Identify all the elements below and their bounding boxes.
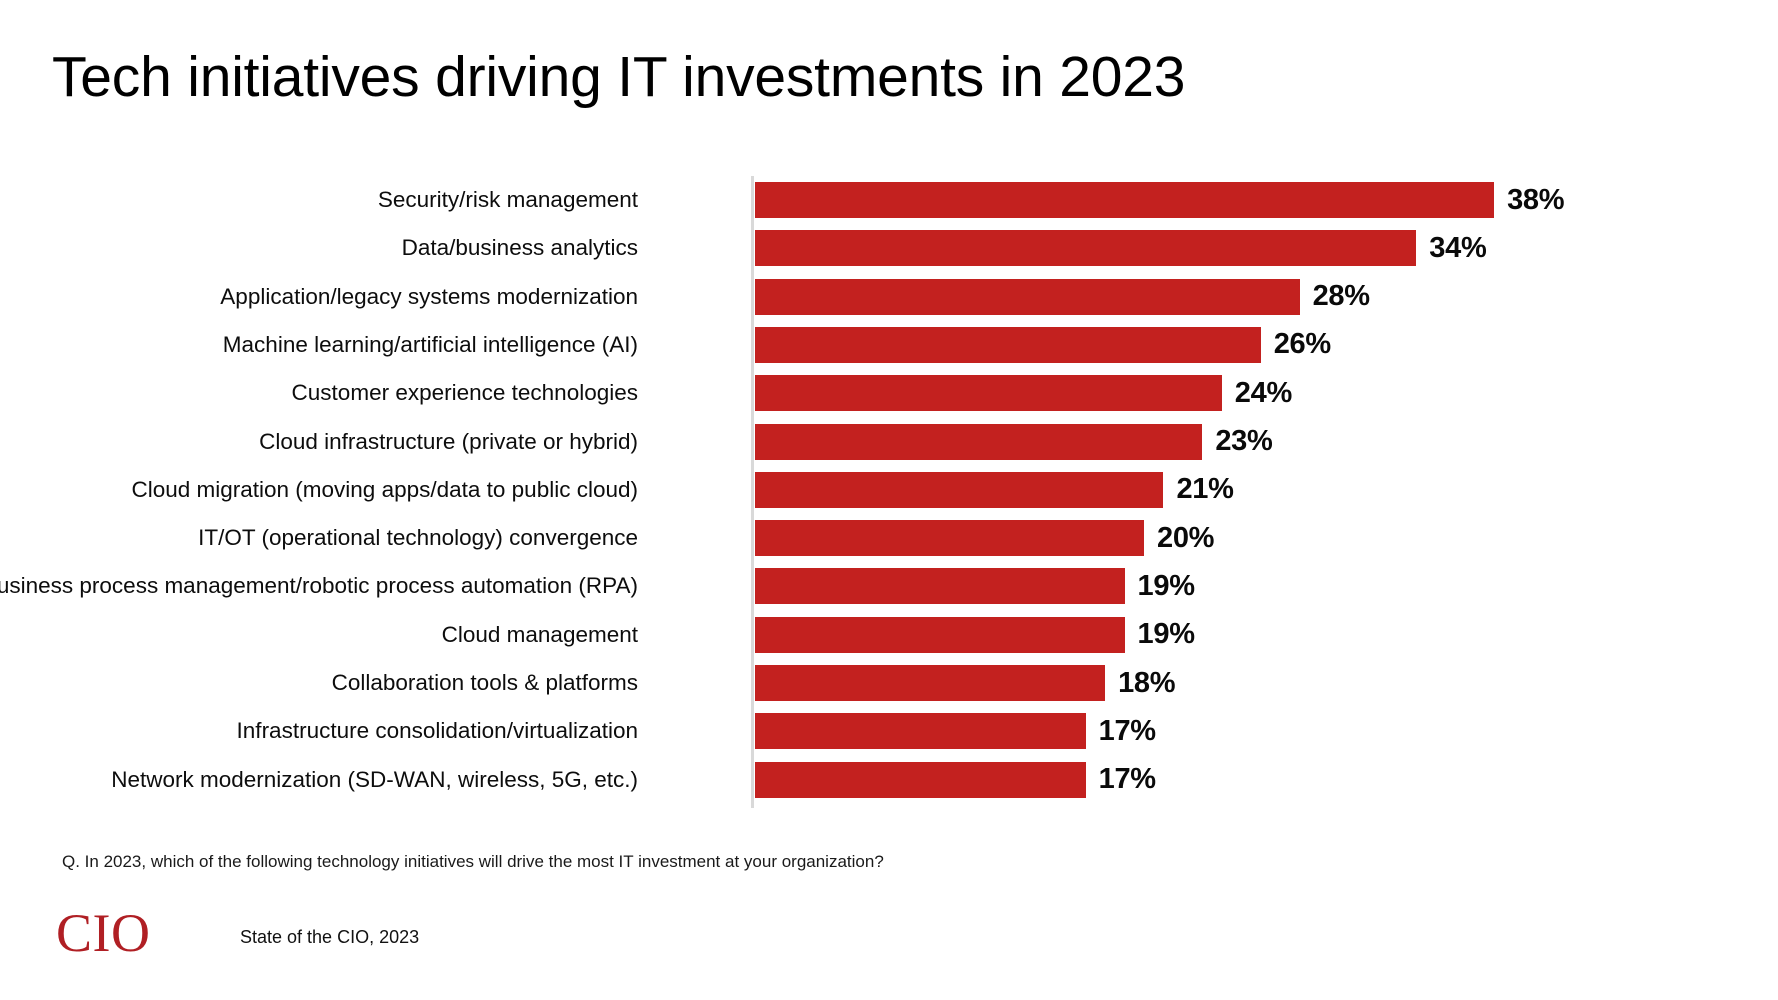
bar-track: 26%	[755, 326, 1331, 363]
bar-track: 17%	[755, 713, 1156, 750]
bar-value-label: 19%	[1137, 618, 1195, 651]
bar-value-label: 38%	[1507, 183, 1565, 216]
bar-track: 38%	[755, 182, 1565, 218]
category-label: Network modernization (SD-WAN, wireless,…	[111, 766, 638, 792]
bar-track: 23%	[755, 423, 1273, 460]
bar-track: 34%	[755, 230, 1487, 267]
bar-row: Security/risk management 38%	[0, 176, 1778, 224]
bar-row: Business process management/robotic proc…	[0, 562, 1778, 610]
bar-value-label: 23%	[1215, 425, 1273, 457]
category-label: Cloud infrastructure (private or hybrid)	[259, 428, 638, 454]
bar-value-label: 34%	[1429, 231, 1487, 264]
bar	[755, 520, 1144, 557]
bar	[755, 375, 1222, 412]
category-label: Cloud management	[441, 621, 638, 647]
category-label: Business process management/robotic proc…	[0, 573, 638, 599]
bar-value-label: 17%	[1098, 714, 1156, 747]
bar-value-label: 17%	[1098, 763, 1156, 796]
bar	[755, 713, 1086, 750]
bar	[755, 568, 1125, 605]
category-label: Machine learning/artificial intelligence…	[222, 331, 638, 357]
survey-question-note: Q. In 2023, which of the following techn…	[62, 852, 884, 871]
category-label: Infrastructure consolidation/virtualizat…	[236, 718, 638, 744]
bar-value-label: 24%	[1234, 376, 1292, 409]
bar-row: Collaboration tools & platforms 18%	[0, 659, 1778, 707]
cio-logo: CIO	[56, 903, 151, 963]
category-label: IT/OT (operational technology) convergen…	[198, 525, 638, 551]
bar-row: IT/OT (operational technology) convergen…	[0, 514, 1778, 562]
bar	[755, 471, 1164, 508]
bar-row: Network modernization (SD-WAN, wireless,…	[0, 756, 1778, 804]
bar-value-label: 21%	[1176, 473, 1234, 506]
category-label: Customer experience technologies	[291, 380, 638, 406]
page-title: Tech initiatives driving IT investments …	[52, 45, 1186, 109]
category-axis-line	[751, 176, 754, 808]
category-label: Collaboration tools & platforms	[331, 670, 638, 695]
bar-row: Application/legacy systems modernization…	[0, 273, 1778, 321]
bar-track: 19%	[755, 616, 1195, 653]
bar-track: 21%	[755, 471, 1234, 508]
bar-track: 17%	[755, 761, 1156, 798]
bar	[755, 182, 1495, 218]
source-label: State of the CIO, 2023	[240, 927, 420, 947]
bar	[755, 326, 1261, 363]
bar-track: 18%	[755, 665, 1176, 701]
bar	[755, 230, 1417, 267]
bar-value-label: 18%	[1118, 666, 1176, 699]
bar	[755, 423, 1203, 460]
bar-value-label: 26%	[1273, 328, 1331, 361]
category-label: Cloud migration (moving apps/data to pub…	[131, 476, 638, 502]
bar-value-label: 28%	[1312, 280, 1370, 313]
bar	[755, 616, 1125, 653]
bar-row: Cloud migration (moving apps/data to pub…	[0, 466, 1778, 514]
bar	[755, 278, 1300, 315]
bar-row: Customer experience technologies 24%	[0, 369, 1778, 417]
bar	[755, 665, 1106, 701]
horizontal-bar-chart: Security/risk management 38% Data/business…	[0, 170, 1778, 810]
bar-row: Cloud management 19%	[0, 611, 1778, 659]
category-label: Data/business analytics	[401, 235, 638, 261]
bar-row: Cloud infrastructure (private or hybrid)…	[0, 418, 1778, 466]
bar-value-label: 19%	[1137, 569, 1195, 602]
bar-row: Machine learning/artificial intelligence…	[0, 321, 1778, 369]
bar-value-label: 20%	[1157, 521, 1215, 554]
bar	[755, 761, 1086, 798]
bar-row: Infrastructure consolidation/virtualizat…	[0, 707, 1778, 755]
category-label: Security/risk management	[377, 187, 638, 212]
bar-track: 24%	[755, 375, 1292, 412]
slide-footer: CIO State of the CIO, 2023	[0, 900, 1778, 980]
bar-row: Data/business analytics 34%	[0, 224, 1778, 272]
bar-track: 19%	[755, 568, 1195, 605]
category-label: Application/legacy systems modernization	[220, 283, 638, 309]
bar-track: 28%	[755, 278, 1370, 315]
bar-track: 20%	[755, 520, 1215, 557]
